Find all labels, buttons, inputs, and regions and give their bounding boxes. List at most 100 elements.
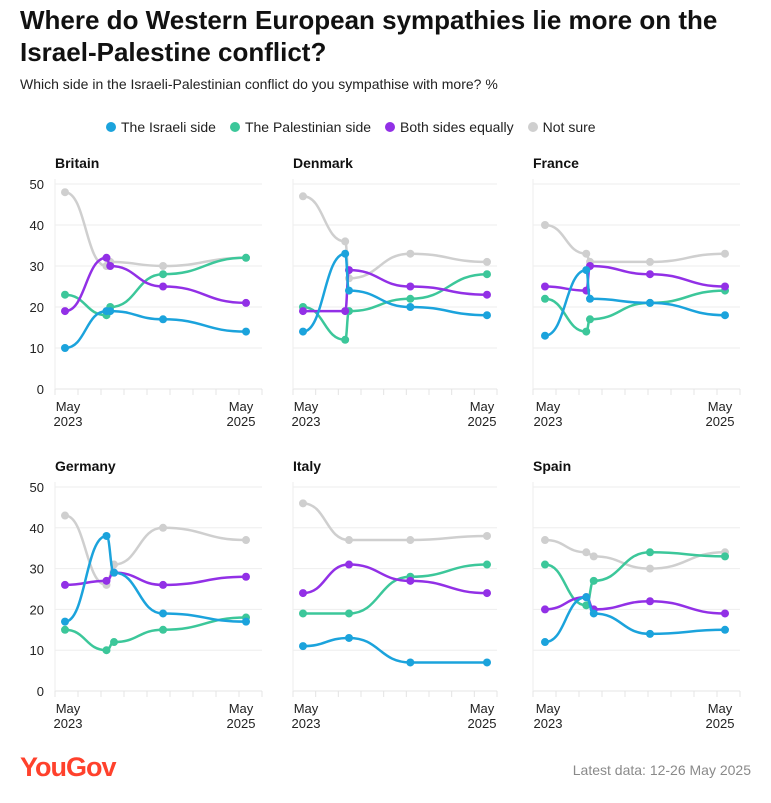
data-point xyxy=(483,257,491,266)
data-point xyxy=(242,253,250,262)
data-point xyxy=(582,593,591,602)
series-line-4 xyxy=(64,514,247,587)
series-line-3 xyxy=(544,595,726,615)
x-tick-label: 2023 xyxy=(292,716,321,731)
x-tick-label: May xyxy=(470,399,495,414)
x-tick-label: May xyxy=(294,701,319,716)
data-point xyxy=(242,617,250,626)
series-line-3 xyxy=(544,264,726,292)
series-line-4 xyxy=(64,190,247,268)
legend-swatch xyxy=(229,122,240,132)
x-tick-label: May xyxy=(708,399,733,414)
data-point xyxy=(61,580,69,589)
panel-title: Britain xyxy=(55,155,99,171)
y-tick-label: 0 xyxy=(37,684,44,699)
y-tick-label: 10 xyxy=(30,643,44,658)
panel-title: France xyxy=(533,155,579,171)
data-point xyxy=(159,625,168,634)
data-point xyxy=(159,523,168,532)
data-point xyxy=(541,638,549,647)
panel-title: Germany xyxy=(55,458,116,474)
latest-data-note: Latest data: 12-26 May 2025 xyxy=(572,762,751,778)
x-tick-label: May xyxy=(536,399,561,414)
data-point xyxy=(299,307,307,316)
data-point xyxy=(102,253,111,262)
data-point xyxy=(589,576,598,585)
data-point xyxy=(406,536,415,545)
panel-title: Italy xyxy=(293,458,321,474)
data-point xyxy=(110,568,119,577)
data-point xyxy=(159,315,168,324)
legend-label: The Israeli side xyxy=(121,119,216,135)
chart-title: Where do Western European sympathies lie… xyxy=(20,5,718,67)
data-point xyxy=(159,580,168,589)
data-point xyxy=(646,564,654,573)
y-tick-label: 30 xyxy=(30,259,44,274)
y-tick-label: 30 xyxy=(30,562,44,577)
data-point xyxy=(242,536,250,545)
data-point xyxy=(589,609,598,618)
y-tick-label: 40 xyxy=(30,521,44,536)
data-point xyxy=(242,572,250,581)
panel-title: Denmark xyxy=(293,155,353,171)
data-point xyxy=(541,294,549,303)
x-tick-label: 2025 xyxy=(468,716,497,731)
data-point xyxy=(345,536,353,545)
series-line-1 xyxy=(302,636,487,664)
data-point xyxy=(159,262,168,270)
data-point xyxy=(483,270,491,279)
data-point xyxy=(721,311,729,320)
series-line-4 xyxy=(544,538,726,570)
series-line-1 xyxy=(64,309,247,350)
data-point xyxy=(406,658,415,667)
data-point xyxy=(345,560,353,569)
series-line-2 xyxy=(64,616,247,652)
data-point xyxy=(483,290,491,299)
data-point xyxy=(102,646,111,655)
data-point xyxy=(541,331,549,340)
x-tick-label: 2025 xyxy=(227,716,256,731)
series-line-2 xyxy=(64,256,247,317)
x-tick-label: May xyxy=(708,701,733,716)
data-point xyxy=(61,307,69,316)
x-tick-label: May xyxy=(56,701,81,716)
data-point xyxy=(483,531,491,540)
x-tick-label: 2025 xyxy=(706,414,735,429)
data-point xyxy=(106,307,115,316)
data-point xyxy=(341,307,350,316)
data-point xyxy=(159,282,168,291)
y-tick-label: 0 xyxy=(37,382,44,397)
series-line-4 xyxy=(302,502,488,542)
data-point xyxy=(102,576,111,585)
data-point xyxy=(483,560,491,569)
yougov-logo: YouGov xyxy=(20,752,117,782)
legend-item-not-sure: Not sure xyxy=(527,119,596,135)
legend-swatch xyxy=(385,122,396,132)
x-tick-label: 2023 xyxy=(54,716,83,731)
legend-item-palestinian: The Palestinian side xyxy=(229,119,371,135)
data-point xyxy=(299,609,307,618)
data-point xyxy=(406,303,415,311)
y-tick-label: 40 xyxy=(30,218,44,233)
data-point xyxy=(159,270,168,279)
x-tick-label: May xyxy=(470,701,495,716)
legend-item-both: Both sides equally xyxy=(385,119,514,135)
x-tick-label: May xyxy=(229,399,254,414)
y-tick-label: 50 xyxy=(30,177,44,192)
data-point xyxy=(721,609,729,618)
data-point xyxy=(646,298,654,307)
data-point xyxy=(646,548,654,557)
data-point xyxy=(721,249,729,258)
legend: The Israeli side The Palestinian side Bo… xyxy=(106,119,596,135)
data-point xyxy=(341,335,350,344)
data-point xyxy=(61,290,69,299)
data-point xyxy=(582,548,591,557)
series-line-1 xyxy=(544,595,726,644)
data-point xyxy=(483,589,491,598)
data-point xyxy=(299,589,307,598)
x-tick-label: May xyxy=(56,399,81,414)
series-line-3 xyxy=(303,268,488,313)
data-point xyxy=(345,633,353,642)
data-point xyxy=(406,294,415,303)
x-tick-label: 2023 xyxy=(534,716,563,731)
